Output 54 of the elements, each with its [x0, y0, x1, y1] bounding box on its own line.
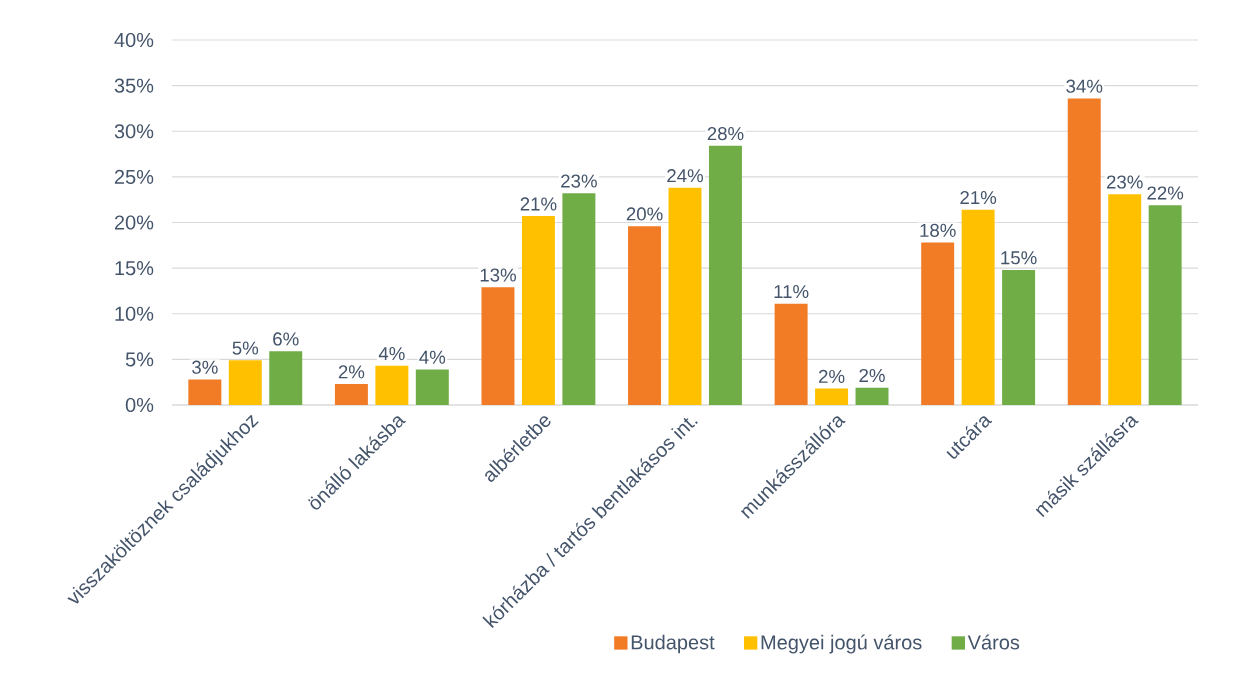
bar	[1002, 269, 1036, 405]
data-label: 34%	[1066, 79, 1103, 93]
data-label: 21%	[960, 190, 997, 205]
bar	[961, 209, 995, 405]
data-label: 23%	[1106, 175, 1143, 189]
bar	[334, 384, 368, 405]
bar	[1148, 205, 1182, 405]
data-label: 22%	[1147, 186, 1184, 200]
data-label: 2%	[338, 365, 365, 379]
y-tick-label: 30%	[114, 124, 154, 139]
legend-label: Város	[967, 634, 1020, 650]
legend-label: Megyei jogú város	[761, 634, 922, 654]
y-tick-label: 10%	[115, 306, 154, 321]
bar	[562, 193, 596, 405]
bar	[375, 365, 409, 405]
data-label: 5%	[232, 341, 259, 355]
bar	[521, 216, 555, 405]
data-label: 2%	[819, 369, 845, 383]
bar	[1067, 98, 1101, 405]
bar	[269, 351, 303, 405]
data-label: 23%	[561, 174, 597, 188]
bar	[1108, 194, 1142, 405]
data-label: 15%	[1001, 251, 1037, 265]
data-label: 11%	[774, 285, 809, 299]
data-label: 13%	[480, 268, 516, 282]
bar	[855, 387, 889, 405]
y-tick-label: 35%	[114, 78, 154, 93]
y-tick-label: 25%	[114, 169, 154, 184]
bar	[815, 388, 849, 405]
data-label: 18%	[920, 223, 956, 237]
y-tick-label: 40%	[114, 32, 154, 48]
bar	[188, 379, 222, 405]
bar	[774, 303, 808, 405]
data-label: 24%	[667, 169, 704, 183]
y-tick-label: 5%	[125, 352, 154, 367]
data-label: 21%	[520, 197, 557, 211]
bar	[415, 369, 449, 405]
data-label: 4%	[419, 350, 446, 364]
bar	[628, 226, 662, 405]
data-label: 3%	[192, 360, 218, 374]
data-label: 4%	[378, 347, 405, 361]
bar	[921, 242, 955, 405]
y-tick-label: 15%	[115, 261, 154, 276]
bar	[708, 145, 742, 405]
data-label: 20%	[626, 207, 663, 221]
y-tick-label: 20%	[114, 215, 154, 230]
data-label: 6%	[273, 332, 299, 346]
legend-label: Budapest	[631, 634, 715, 654]
bar	[228, 360, 262, 405]
data-label: 28%	[707, 127, 744, 141]
bar	[481, 287, 515, 405]
data-label: 2%	[859, 368, 885, 383]
bar	[668, 187, 702, 405]
y-tick-label: 0%	[125, 397, 154, 413]
